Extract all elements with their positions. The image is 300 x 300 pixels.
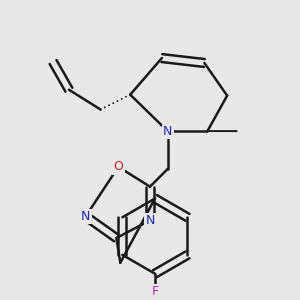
Text: O: O — [113, 160, 123, 173]
Text: N: N — [81, 210, 90, 223]
Text: N: N — [145, 214, 155, 227]
Text: N: N — [163, 125, 172, 138]
Text: F: F — [152, 285, 158, 298]
